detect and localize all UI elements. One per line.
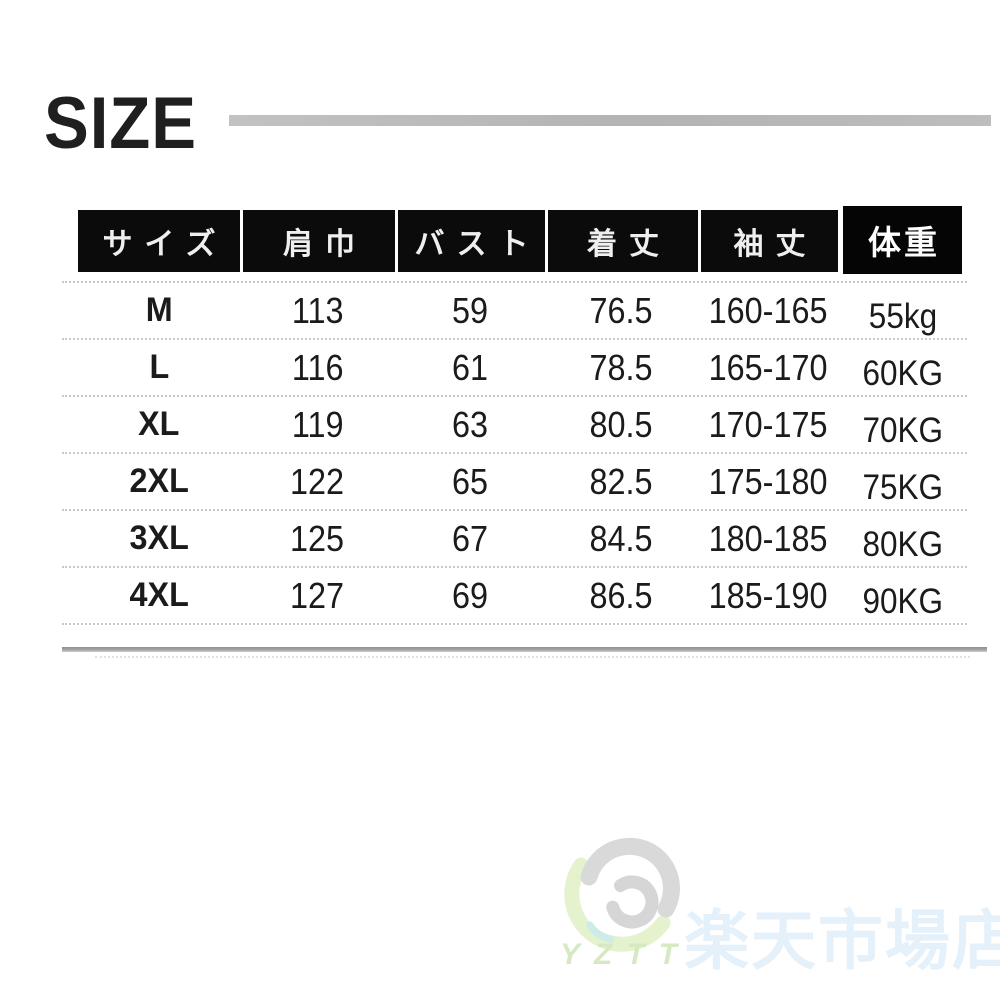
page-title: SIZE bbox=[44, 83, 197, 164]
length-value: 76.5 bbox=[589, 289, 654, 331]
length-value: 86.5 bbox=[589, 574, 654, 616]
length-value: 84.5 bbox=[589, 517, 654, 559]
table-row: XL 119 63 80.5 170-175 70KG bbox=[62, 397, 967, 454]
weight-value: 80KG bbox=[862, 524, 943, 564]
watermark-shop-name: 楽天市場店 bbox=[684, 906, 1000, 978]
sleeve-value: 185-190 bbox=[708, 574, 828, 616]
title-rule bbox=[229, 115, 991, 126]
weight-value: 55kg bbox=[868, 296, 937, 336]
header-separator bbox=[62, 272, 967, 283]
sleeve-value: 170-175 bbox=[708, 403, 828, 445]
sleeve-value: 175-180 bbox=[708, 460, 828, 502]
size-label: L bbox=[149, 348, 169, 386]
header-cell-weight: 体重 bbox=[843, 206, 962, 274]
table-row: 4XL 127 69 86.5 185-190 90KG bbox=[62, 568, 967, 625]
wave-logo-icon bbox=[564, 837, 680, 952]
bust-value: 69 bbox=[451, 574, 489, 616]
sleeve-value: 165-170 bbox=[708, 346, 828, 388]
shoulder-value: 116 bbox=[291, 346, 344, 388]
header-cell-sleeve: 袖丈 bbox=[698, 210, 838, 272]
shoulder-value: 113 bbox=[291, 289, 344, 331]
watermark-brand-text: YZTT bbox=[560, 938, 691, 971]
size-label: M bbox=[145, 291, 173, 329]
header-cell-length: 着丈 bbox=[545, 210, 698, 272]
bust-value: 67 bbox=[451, 517, 489, 559]
table-body: M 113 59 76.5 160-165 55kg L 116 61 78.5 165-170 60… bbox=[62, 272, 967, 625]
bottom-dotted-rule bbox=[95, 656, 970, 658]
bust-value: 65 bbox=[451, 460, 489, 502]
table-row: M 113 59 76.5 160-165 55kg bbox=[62, 283, 967, 340]
size-label: 2XL bbox=[129, 462, 189, 500]
table-row: L 116 61 78.5 165-170 60KG bbox=[62, 340, 967, 397]
shoulder-value: 122 bbox=[290, 460, 345, 502]
bust-value: 59 bbox=[451, 289, 489, 331]
table-row: 2XL 122 65 82.5 175-180 75KG bbox=[62, 454, 967, 511]
sleeve-value: 160-165 bbox=[708, 289, 828, 331]
length-value: 80.5 bbox=[589, 403, 654, 445]
header-cell-bust: バスト bbox=[395, 210, 545, 272]
bottom-rule bbox=[62, 647, 987, 652]
weight-value: 60KG bbox=[862, 353, 943, 393]
shoulder-value: 119 bbox=[291, 403, 344, 445]
header-cell-size: サイズ bbox=[78, 210, 240, 272]
size-label: 4XL bbox=[129, 576, 189, 614]
shoulder-value: 127 bbox=[290, 574, 345, 616]
length-value: 78.5 bbox=[589, 346, 654, 388]
size-label: XL bbox=[138, 405, 180, 443]
table-header: サイズ 肩巾 バスト 着丈 袖丈 体重 bbox=[78, 206, 962, 274]
weight-value: 90KG bbox=[862, 581, 943, 621]
bust-value: 61 bbox=[451, 346, 489, 388]
weight-value: 70KG bbox=[862, 410, 943, 450]
weight-value: 75KG bbox=[862, 467, 943, 507]
shoulder-value: 125 bbox=[290, 517, 345, 559]
length-value: 82.5 bbox=[589, 460, 654, 502]
sleeve-value: 180-185 bbox=[708, 517, 828, 559]
bust-value: 63 bbox=[451, 403, 489, 445]
table-row: 3XL 125 67 84.5 180-185 80KG bbox=[62, 511, 967, 568]
header-cell-shoulder: 肩巾 bbox=[240, 210, 395, 272]
size-label: 3XL bbox=[129, 519, 189, 557]
